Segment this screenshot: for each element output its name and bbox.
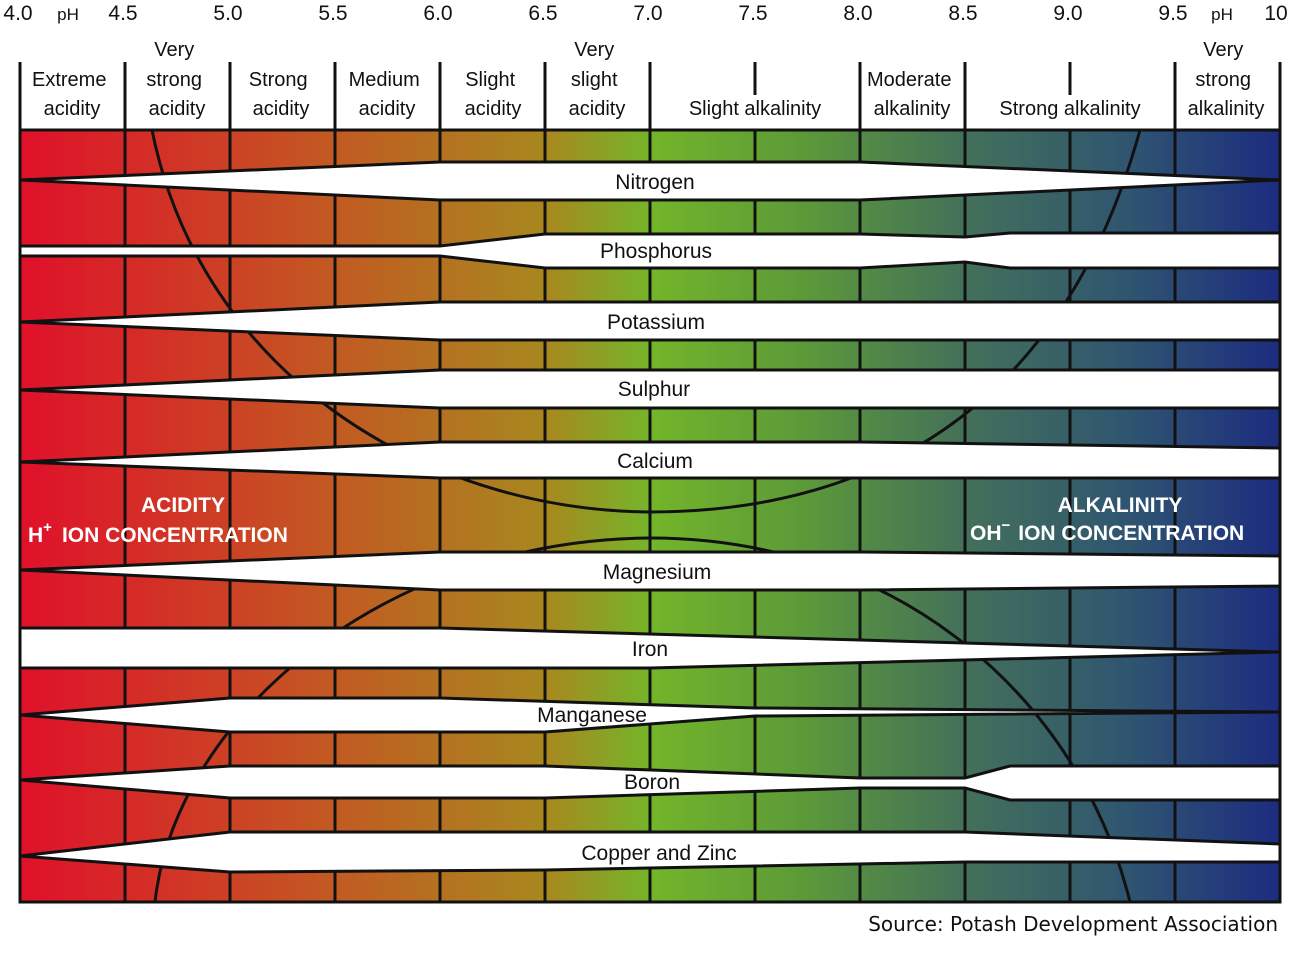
ph-tick-4-0: 4.0 (3, 2, 32, 25)
ph-tick-6-0: 6.0 (423, 2, 452, 25)
nutrient-labels: Nitrogen Phosphorus Potassium Sulphur Ca… (537, 171, 737, 865)
acidity-ion-concentration: H+ ION CONCENTRATION (28, 519, 288, 547)
category-very-strong-alkalinity: Very strong alkalinity (1188, 39, 1265, 120)
ph-tick-7-5: 7.5 (738, 2, 767, 25)
nutrient-label-sulphur: Sulphur (618, 378, 690, 401)
ph-label-left: pH (57, 5, 79, 24)
category-medium-acidity: Medium acidity (349, 69, 426, 120)
ph-tick-5-5: 5.5 (318, 2, 347, 25)
source-note: Source: Potash Development Association (868, 912, 1278, 936)
panel-border (18, 128, 1282, 904)
nutrient-label-boron: Boron (624, 771, 680, 794)
ph-tick-4-5: 4.5 (108, 2, 137, 25)
category-labels: Extreme acidity Very strong acidity Stro… (32, 39, 1264, 120)
ph-tick-7-0: 7.0 (633, 2, 662, 25)
nutrient-label-calcium: Calcium (617, 450, 693, 473)
category-strong-alkalinity: Strong alkalinity (999, 98, 1140, 120)
nutrient-label-copper-and-zinc: Copper and Zinc (581, 842, 736, 865)
alkalinity-callout: ALKALINITY OH− ION CONCENTRATION (970, 494, 1244, 545)
category-moderate-alkalinity: Moderate alkalinity (867, 69, 957, 120)
nutrient-label-magnesium: Magnesium (603, 561, 712, 584)
ph-tick-10: 10 (1264, 2, 1287, 25)
nutrient-bands (18, 160, 1282, 874)
nutrient-label-iron: Iron (632, 638, 668, 661)
ph-tick-6-5: 6.5 (528, 2, 557, 25)
nutrient-label-nitrogen: Nitrogen (615, 171, 694, 194)
alkalinity-title: ALKALINITY (1058, 494, 1183, 517)
category-slight-acidity: Slight acidity (465, 69, 522, 120)
category-slight-alkalinity: Slight alkalinity (689, 98, 821, 120)
nutrient-label-manganese: Manganese (537, 704, 647, 727)
ph-tick-9-5: 9.5 (1158, 2, 1187, 25)
category-very-strong-acidity: Very strong acidity (146, 39, 207, 120)
alkalinity-ion-concentration: OH− ION CONCENTRATION (970, 517, 1244, 545)
category-dividers (18, 62, 1282, 130)
ph-scale: 4.0 4.5 5.0 5.5 6.0 6.5 7.0 7.5 8.0 8.5 … (3, 2, 1287, 25)
ph-label-right: pH (1211, 5, 1233, 24)
band-iron (18, 626, 1281, 670)
ph-tick-9-0: 9.0 (1053, 2, 1082, 25)
category-strong-acidity: Strong acidity (249, 69, 314, 120)
ph-tick-8-5: 8.5 (948, 2, 977, 25)
category-very-slight-acidity: Very slight acidity (569, 39, 626, 120)
nutrient-label-potassium: Potassium (607, 311, 705, 334)
acidity-title: ACIDITY (141, 494, 225, 517)
ph-tick-8-0: 8.0 (843, 2, 872, 25)
category-extreme-acidity: Extreme acidity (32, 69, 112, 120)
nutrient-label-phosphorus: Phosphorus (600, 240, 712, 263)
acidity-callout: ACIDITY H+ ION CONCENTRATION (28, 494, 288, 547)
ph-tick-5-0: 5.0 (213, 2, 242, 25)
